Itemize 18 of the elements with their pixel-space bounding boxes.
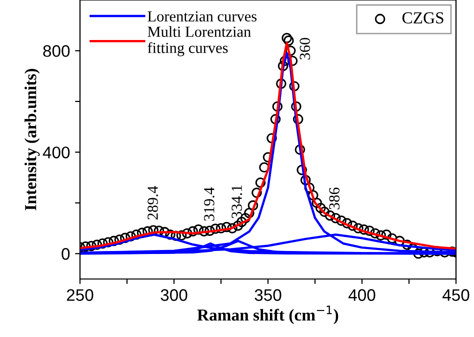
- annotation: 334.1: [232, 185, 242, 218]
- x-tick-label: 350: [254, 289, 282, 301]
- x-tick-label: 450: [442, 289, 470, 301]
- x-tick-label: 250: [66, 289, 94, 301]
- legend-label: CZGS: [402, 12, 444, 24]
- y-tick-label: 0: [62, 248, 70, 260]
- annotation: 319.4: [204, 187, 214, 221]
- legend-label: Multi Lorentzian fitting curves: [148, 26, 251, 56]
- annotation: 289.4: [148, 186, 158, 220]
- annotation: 360: [300, 38, 310, 60]
- legend-label: Lorentzian curves: [148, 11, 257, 22]
- x-axis-title: Raman shift (cm$^{−1}$): [197, 306, 338, 324]
- y-tick-label: 800: [43, 45, 70, 57]
- y-axis-title: Intensity (arb.units): [24, 68, 40, 210]
- annotation: 386: [329, 188, 340, 210]
- x-tick-label: 300: [160, 289, 188, 301]
- x-tick-label: 400: [348, 289, 376, 301]
- y-tick-label: 400: [42, 146, 70, 158]
